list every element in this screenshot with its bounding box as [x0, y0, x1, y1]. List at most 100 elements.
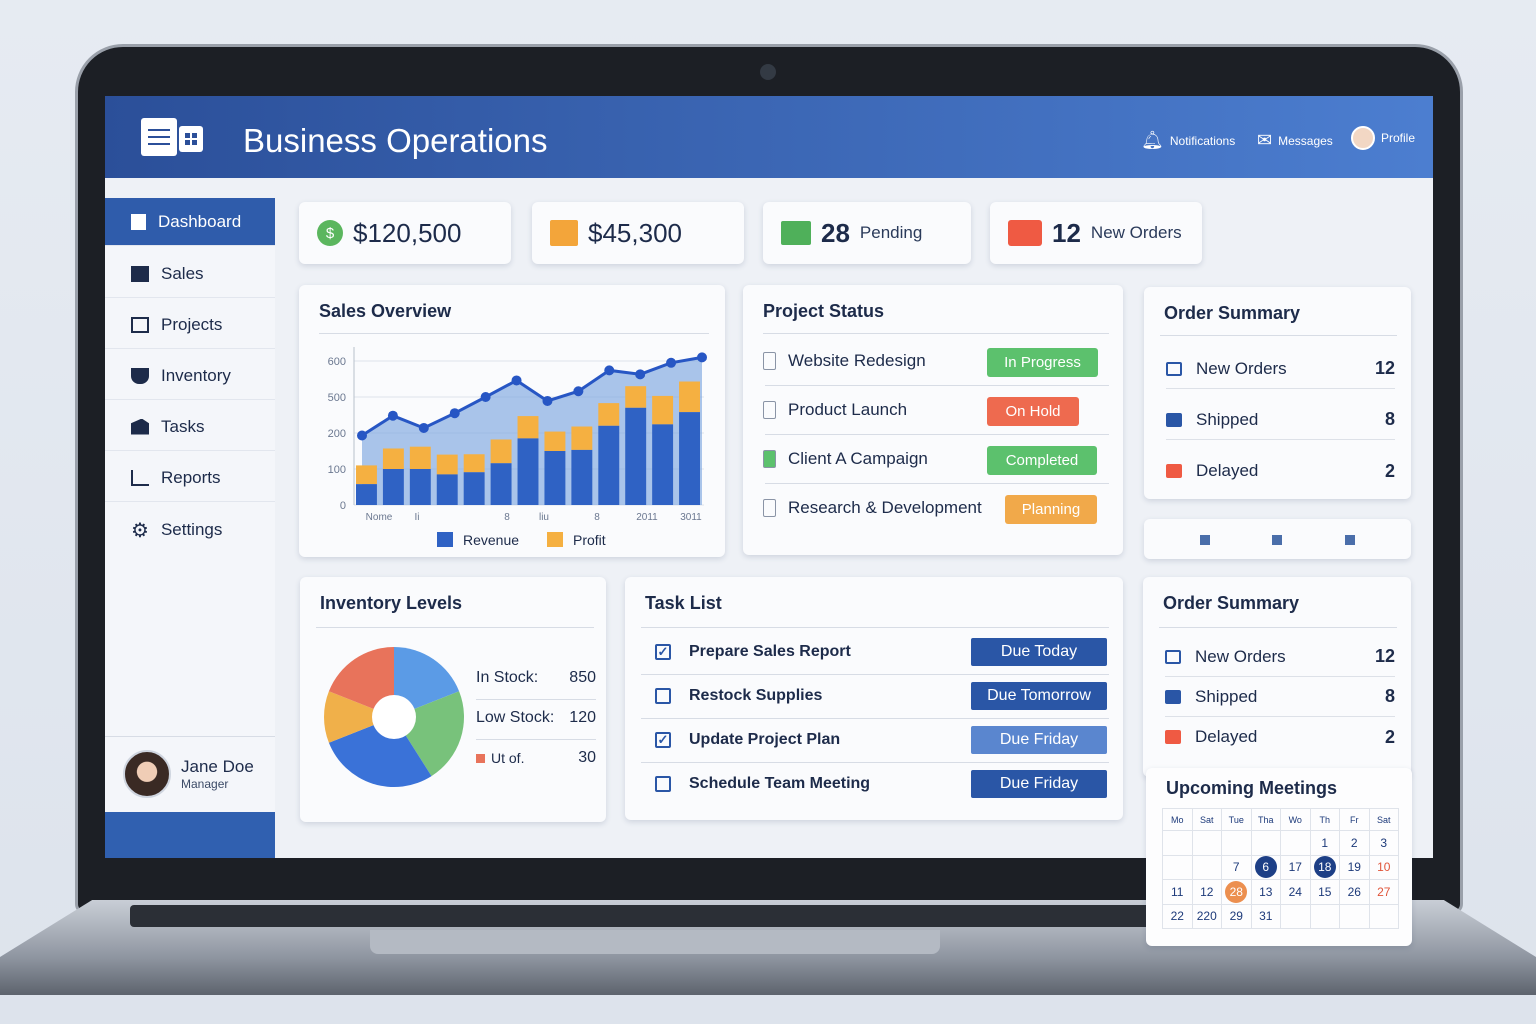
calendar-day[interactable]: 1	[1309, 830, 1340, 856]
order-row[interactable]: New Orders 12	[1166, 349, 1395, 389]
checkbox[interactable]	[655, 776, 671, 792]
revenue-bar	[517, 438, 539, 505]
task-row[interactable]: ✓ Prepare Sales Report	[655, 637, 851, 667]
project-row[interactable]: Client A Campaign	[763, 443, 928, 475]
divider	[641, 762, 1109, 763]
task-row[interactable]: ✓ Update Project Plan	[655, 725, 840, 755]
sidebar-item-dashboard[interactable]: Dashboard	[105, 198, 275, 246]
kpi-revenue: $ $120,500	[299, 202, 511, 264]
due-badge[interactable]: Due Friday	[971, 726, 1107, 754]
divider	[765, 385, 1109, 386]
due-badge[interactable]: Due Friday	[971, 770, 1107, 798]
order-row[interactable]: New Orders 12	[1165, 637, 1395, 677]
calendar-day[interactable]: 24	[1280, 879, 1311, 905]
divider	[641, 627, 1109, 628]
logo-icon	[141, 118, 203, 156]
task-row[interactable]: Schedule Team Meeting	[655, 769, 870, 799]
status-badge: Completed	[987, 446, 1097, 475]
calendar-day[interactable]: 28	[1221, 879, 1252, 905]
user-profile[interactable]: Jane Doe Manager	[123, 750, 254, 798]
sidebar-item-settings[interactable]: ⚙ Settings	[131, 519, 223, 542]
calendar-day[interactable]: 220	[1191, 903, 1222, 929]
line-point	[697, 352, 707, 363]
x-tick-label: 8	[594, 512, 600, 523]
calendar-day[interactable]: 22	[1162, 903, 1193, 929]
calendar-day	[1250, 830, 1281, 856]
calendar-day[interactable]: 7	[1221, 854, 1252, 880]
calendar-day[interactable]: 2	[1339, 830, 1370, 856]
checkbox[interactable]: ✓	[655, 732, 671, 748]
notifications-link[interactable]: 🔔︎ Notifications	[1141, 130, 1236, 150]
revenue-bar	[598, 425, 620, 505]
order-row[interactable]: Delayed 2	[1165, 717, 1395, 757]
folder-icon	[1008, 220, 1042, 246]
due-badge[interactable]: Due Today	[971, 638, 1107, 666]
card-title: Order Summary	[1163, 593, 1300, 613]
inventory-stat: In Stock: 850	[476, 669, 596, 686]
calendar-day[interactable]: 18	[1309, 854, 1340, 880]
profit-bar	[463, 454, 485, 473]
task-row[interactable]: Restock Supplies	[655, 681, 822, 711]
calendar-day[interactable]: 19	[1339, 854, 1370, 880]
trackpad	[370, 930, 940, 954]
calendar-day[interactable]: 6	[1250, 854, 1281, 880]
calendar-day[interactable]: 27	[1368, 879, 1399, 905]
sidebar-item-projects[interactable]: Projects	[105, 301, 275, 349]
calendar-day[interactable]: 12	[1191, 879, 1222, 905]
order-row[interactable]: Shipped 8	[1166, 400, 1395, 440]
project-row[interactable]: Research & Development	[763, 492, 982, 524]
project-row[interactable]: Website Redesign	[763, 345, 926, 377]
divider	[765, 434, 1109, 435]
revenue-bar	[409, 469, 431, 505]
weekday-header: Tha	[1250, 808, 1281, 831]
order-summary-card-2: Order Summary New Orders 12 Shipped 8 Delaye…	[1143, 577, 1411, 777]
divider	[763, 333, 1109, 334]
y-tick-label: 200	[328, 428, 346, 440]
webcam	[760, 64, 776, 80]
calendar-day[interactable]: 26	[1339, 879, 1370, 905]
divider	[316, 627, 594, 628]
checkbox-icon	[1165, 649, 1181, 664]
page-dot[interactable]	[1272, 535, 1282, 545]
calendar-day[interactable]: 3	[1368, 830, 1399, 856]
card-title: Project Status	[763, 301, 885, 321]
sidebar-item-sales[interactable]: Sales	[105, 250, 275, 298]
line-point	[635, 369, 646, 380]
calendar-day[interactable]: 17	[1280, 854, 1311, 880]
messages-link[interactable]: ✉ Messages	[1257, 130, 1333, 150]
weekday-header: Mo	[1162, 808, 1193, 831]
order-summary-card: Order Summary New Orders 12 Shipped 8 Delaye…	[1144, 287, 1411, 499]
revenue-bar	[436, 474, 458, 505]
sidebar-item-tasks[interactable]: Tasks	[105, 403, 275, 451]
dashboard-icon	[131, 213, 146, 230]
project-icon	[763, 352, 776, 370]
status-badge: Planning	[1005, 495, 1097, 524]
card-title: Upcoming Meetings	[1166, 778, 1338, 798]
order-row[interactable]: Delayed 2	[1166, 451, 1395, 491]
sidebar-item-reports[interactable]: Reports	[105, 454, 275, 502]
due-badge[interactable]: Due Tomorrow	[971, 682, 1107, 710]
sidebar-item-inventory[interactable]: Inventory	[105, 352, 275, 400]
project-row[interactable]: Product Launch	[763, 394, 907, 426]
calendar-day[interactable]: 13	[1250, 879, 1281, 905]
calendar-day[interactable]: 10	[1368, 854, 1399, 880]
inventory-pie-chart	[324, 647, 464, 787]
x-tick-label: 3011	[680, 512, 702, 523]
pagination-dots	[1144, 519, 1411, 559]
app-header: Business Operations 🔔︎ Notifications ✉ Mes…	[105, 96, 1433, 178]
calendar-day[interactable]: 15	[1309, 879, 1340, 905]
folder-icon	[1166, 464, 1182, 478]
page-dot[interactable]	[1345, 535, 1355, 545]
calendar-day[interactable]: 29	[1221, 903, 1252, 929]
checkbox[interactable]: ✓	[655, 644, 671, 660]
calendar-day[interactable]: 31	[1250, 903, 1281, 929]
legend-swatch	[547, 532, 563, 547]
checkbox[interactable]	[655, 688, 671, 704]
weekday-header: Sat	[1191, 808, 1222, 831]
calendar-day[interactable]: 11	[1162, 879, 1193, 905]
legend-label: Revenue	[463, 532, 519, 548]
profile-link[interactable]: Profile	[1351, 126, 1415, 150]
line-point	[604, 365, 615, 376]
page-dot[interactable]	[1200, 535, 1210, 545]
order-row[interactable]: Shipped 8	[1165, 677, 1395, 717]
